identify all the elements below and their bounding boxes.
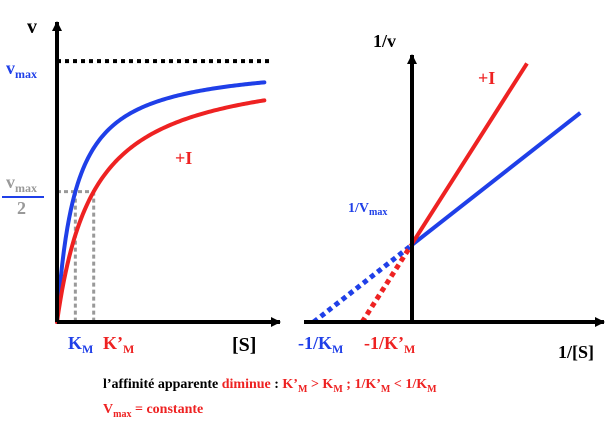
mm-xlabel: [S] (232, 334, 256, 356)
mm-ylabel: v (27, 16, 37, 38)
uninhibited-extrapolation-line (312, 243, 413, 324)
uninhibited-curve (55, 80, 267, 324)
lb-xlabel: 1/[S] (558, 342, 594, 362)
lb-inhibitor-annotation: +I (478, 68, 495, 88)
vmax-label: vmax (6, 58, 37, 81)
lb-ylabel: 1/v (373, 31, 396, 51)
half-vmax-label: vmax 2 (2, 172, 44, 218)
inhibited-line (408, 62, 529, 248)
neg-inv-km-prime-label: -1/K’M (364, 333, 415, 356)
michaelis-menten-plot: v [S] vmax vmax 2 KM K’M +I (2, 16, 281, 356)
svg-text:vmax: vmax (6, 172, 37, 195)
neg-inv-km-label: -1/KM (298, 333, 343, 356)
caption-line-1: l’affinité apparente diminue : K’M > KM … (103, 377, 437, 395)
lineweaver-burk-plot: 1/v 1/[S] 1/Vmax -1/KM -1/K’M +I (298, 31, 605, 362)
mm-inhibitor-annotation: +I (175, 148, 192, 168)
svg-text:2: 2 (17, 198, 26, 218)
km-prime-label: K’M (103, 333, 134, 356)
uninhibited-line (409, 111, 582, 248)
inhibited-curve (55, 98, 267, 324)
inhibited-extrapolation-line (360, 244, 413, 324)
km-label: KM (68, 333, 93, 356)
inv-vmax-label: 1/Vmax (348, 201, 387, 218)
caption-line-2: Vmax = constante (103, 401, 204, 420)
caption: l’affinité apparente diminue : K’M > KM … (103, 375, 583, 425)
